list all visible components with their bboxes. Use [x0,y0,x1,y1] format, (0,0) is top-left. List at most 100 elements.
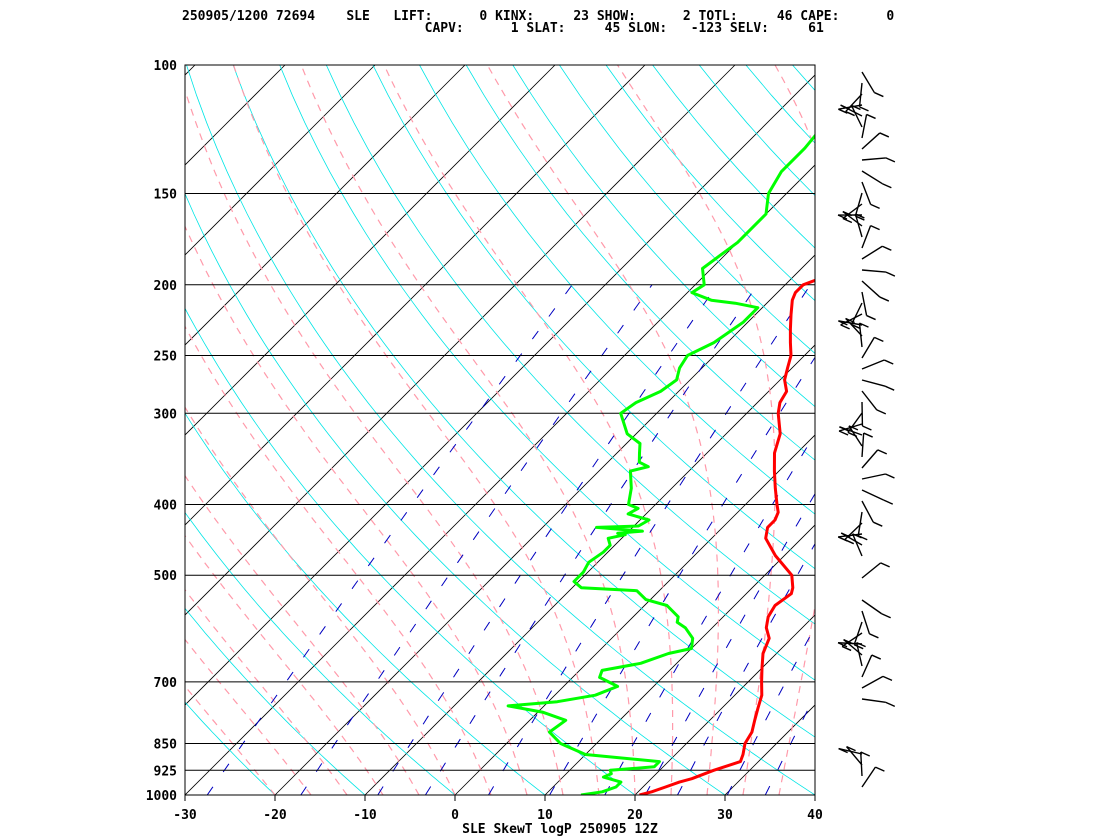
temperature-tick-label: -20 [263,808,287,823]
wind-barb [861,71,875,93]
wind-barb-flag [838,430,849,436]
wind-barb [850,302,863,325]
wind-barb [854,213,863,238]
dry-adiabat-line [372,65,815,570]
wind-barb-flag [871,654,882,660]
header-line-2: CAPV: 1 SLAT: 45 SLON: -123 SELV: 61 [182,21,824,36]
dry-adiabat-line [279,65,815,681]
wind-barb-flag [885,157,896,163]
wind-barb [861,225,872,249]
temperature-tick-label: 0 [451,808,459,823]
isotherm-line [544,524,815,795]
pressure-tick-label: 300 [154,407,178,422]
isotherm-line [274,254,815,795]
pressure-tick-label: 400 [154,499,178,514]
header-line-1: 250905/1200 72694 SLE LIFT: 0 KINX: 23 S… [182,9,895,24]
pressure-tick-label: 700 [154,676,178,691]
mixing-ratio-line [300,284,653,795]
wind-barb [848,425,863,447]
wind-barb [847,412,863,433]
wind-barb [861,654,873,678]
wind-barb-flag [845,110,855,117]
wind-barb-flag [883,359,894,365]
pressure-tick-labels: 100 150 200 250 300 400 500 700 850 925 1000 [146,59,177,804]
wind-barb [861,473,886,480]
wind-barb-flag [885,473,895,479]
wind-barb [861,337,875,359]
mixing-ratio-line [488,284,811,795]
moist-adiabat-line [300,65,636,795]
wind-barb-flag [875,766,885,772]
wind-barb [861,280,881,298]
pressure-tick-label: 850 [154,737,178,752]
dry-adiabat-line [512,65,815,408]
wind-barb [838,104,863,110]
wind-barb-flag [882,245,892,251]
isotherm-line [634,614,815,795]
dry-adiabat-line [185,192,726,795]
wind-barb-flag [877,449,888,455]
wind-barb-flag [842,210,853,217]
sounding-profiles [506,133,815,795]
moist-adiabat-line [185,534,384,795]
isotherm-line [185,65,556,436]
temperature-tick-label: -10 [353,808,377,823]
wind-barb-flag [837,536,848,542]
dry-adiabat-line [325,65,815,625]
wind-barb [861,599,883,615]
isotherm-line [185,65,286,166]
isotherm-line [724,704,815,795]
wind-barb [861,449,879,469]
wind-barb [861,114,868,139]
pressure-tick-label: 1000 [146,789,177,804]
dewpoint-profile-line [506,133,815,795]
wind-barb [846,746,863,766]
wind-barb-flag [862,425,872,431]
moist-adiabat-line [486,65,719,795]
wind-barb-flag [870,224,880,231]
wind-barb-flag [859,322,869,328]
wind-barb [861,675,884,689]
isotherm-line [185,65,466,346]
wind-barb-flag [856,641,866,648]
wind-barb-flag [880,562,890,568]
wind-barb-flag [879,132,890,138]
wind-barb-flag [851,104,861,111]
wind-barb-flag [884,385,895,391]
dry-adiabat-line [745,65,815,144]
wind-barb-flag [866,314,876,321]
wind-barb-flag [876,409,887,415]
wind-barb [861,157,886,161]
temperature-tick-label: 10 [537,808,553,823]
wind-barb [861,766,876,788]
mixing-ratio-line [377,284,718,795]
wind-barb-flag [869,633,879,639]
dry-adiabat-line [886,65,1120,795]
sounding-header: 250905/1200 72694 SLE LIFT: 0 KINX: 23 S… [0,0,1120,60]
wind-barb-flag [843,638,853,645]
wind-barb [861,132,881,150]
wind-barb [861,379,886,387]
isotherm-line [364,344,815,795]
wind-barb [861,433,865,458]
isotherm-line [185,65,736,616]
isotherm-line [185,164,815,795]
pressure-tick-label: 200 [154,279,178,294]
wind-barb-flag [839,426,849,432]
pressure-tick-label: 925 [154,764,177,779]
wind-barb-flag [872,521,883,527]
wind-barb-flag [848,425,859,431]
wind-barb [861,610,871,635]
dry-adiabat-line [559,65,815,355]
wind-barb-flag [838,108,848,114]
wind-barb-flag [846,745,856,752]
wind-barb [858,323,863,348]
wind-barb [853,621,863,645]
wind-barb [861,390,878,411]
wind-barb-flag [863,432,873,438]
moist-adiabat-line [383,65,674,795]
isotherm-line [185,65,376,256]
temperature-tick-label: -30 [173,808,197,823]
wind-barb-flag [860,751,871,757]
